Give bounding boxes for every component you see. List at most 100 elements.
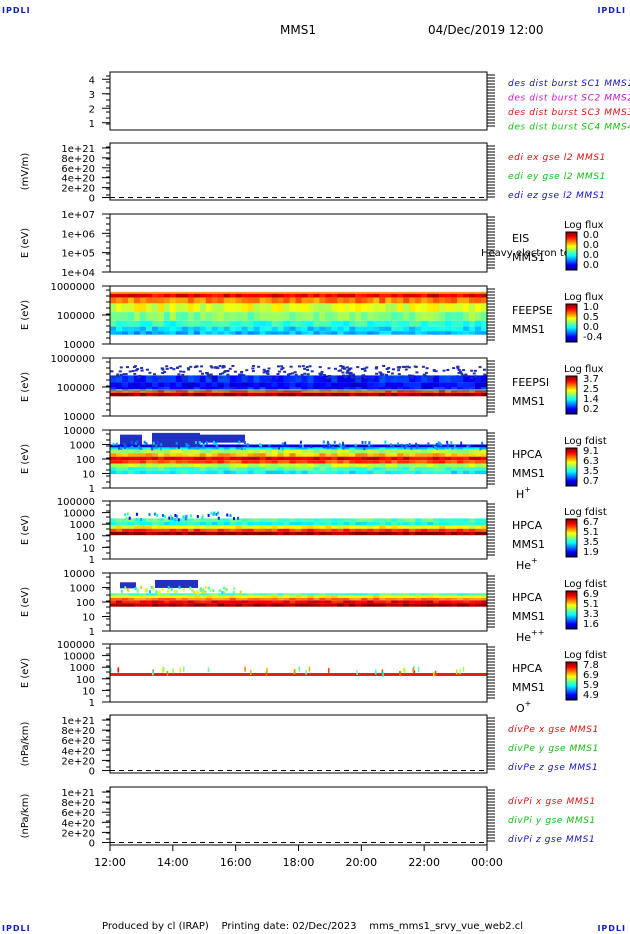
spectrogram-speck: [340, 444, 343, 448]
spectrogram-cell: [463, 595, 470, 598]
spectrogram-speck: [459, 669, 461, 675]
x-tick-label: 18:00: [283, 856, 315, 869]
colorbar-segment: [566, 268, 577, 270]
spectrogram-speck: [431, 375, 435, 378]
spectrogram-cell: [277, 449, 284, 454]
spectrogram-speck: [123, 443, 126, 447]
spectrogram-cell: [241, 467, 249, 471]
spectrogram-cell: [403, 597, 410, 601]
spectrogram-cell: [163, 320, 171, 327]
spectrogram-speck: [205, 441, 208, 445]
spectrogram-cell: [139, 525, 147, 529]
spectrogram-cell: [283, 390, 290, 393]
spectrogram-cell: [193, 521, 201, 526]
spectrogram-speck: [345, 374, 349, 377]
spectrogram-cell: [481, 603, 488, 607]
spectrogram-cell: [133, 531, 141, 536]
spectrogram-cell: [259, 387, 266, 390]
spectrogram-cell: [409, 320, 416, 327]
spectrogram-cell: [181, 531, 189, 536]
colorbar-segment: [566, 523, 577, 525]
spectrogram-cell: [343, 389, 350, 391]
spectrogram-cell: [301, 525, 308, 529]
colorbar-segment: [566, 337, 577, 339]
spectrogram-cell: [331, 447, 338, 450]
spectrogram-cell: [361, 331, 368, 335]
spectrogram-cell: [133, 447, 141, 450]
spectrogram-cell: [427, 297, 434, 304]
spectrogram-speck: [165, 367, 169, 370]
colorbar-frame: [565, 518, 578, 558]
y-axis-label: (nPa/km): [20, 722, 31, 767]
colorbar-segment: [566, 251, 577, 253]
spectrogram-cell: [403, 449, 410, 454]
spectrogram-cell: [253, 326, 260, 332]
spectrogram-cell: [229, 392, 237, 397]
spectrogram-cell: [289, 597, 296, 601]
spectrogram-cell: [439, 467, 446, 471]
spectrogram-cell: [289, 463, 296, 468]
spectrogram-cell: [337, 463, 344, 468]
spectrogram-cell: [397, 390, 404, 393]
spectrogram-cell: [223, 375, 231, 383]
spectrogram-cell: [223, 392, 231, 397]
spectrogram-cell: [187, 392, 195, 397]
spectrogram-cell: [307, 293, 314, 298]
spectrogram-speck: [381, 373, 385, 376]
spectrogram-cell: [433, 595, 440, 598]
spectrogram-speck: [410, 446, 413, 450]
y-tick-label: 2e+20: [61, 756, 95, 767]
spectrogram-cell: [277, 303, 284, 313]
colorbar-segment: [566, 376, 577, 378]
spectrogram-cell: [313, 392, 320, 397]
spectrogram-speck: [442, 369, 446, 372]
spectrogram-cell: [211, 456, 219, 461]
spectrogram-speck: [226, 513, 229, 517]
spectrogram-cell: [331, 293, 338, 298]
spectrogram-cell: [355, 387, 362, 390]
spectrogram-cell: [133, 320, 141, 327]
spectrogram-cell: [475, 390, 482, 393]
spectrogram-cell: [110, 531, 117, 536]
spectrogram-speck: [134, 586, 137, 590]
spectrogram-speck: [399, 671, 402, 677]
spectrogram-cell: [307, 521, 314, 526]
spectrogram-speck: [215, 513, 218, 516]
spectrogram-cell: [397, 303, 404, 313]
spectrogram-cell: [421, 320, 428, 327]
colorbar-segment: [566, 401, 577, 403]
x-tick-label: 20:00: [345, 856, 377, 869]
spectrogram-speck: [167, 585, 170, 589]
spectrogram-cell: [469, 463, 476, 468]
spectrogram-cell: [133, 297, 141, 304]
spectrogram-cell: [169, 303, 177, 313]
spectrogram-cell: [277, 525, 284, 529]
spectrogram-cell: [229, 293, 237, 298]
spectrogram-cell: [331, 331, 338, 335]
spectrogram-cell: [301, 593, 308, 596]
spectrogram-cell: [427, 453, 434, 457]
spectrogram-cell: [343, 460, 350, 464]
spectrogram-cell: [439, 453, 446, 457]
spectrogram-cell: [373, 382, 380, 387]
spectrogram-cell: [445, 390, 452, 393]
spectrogram-cell: [116, 593, 123, 596]
spectrogram-cell: [319, 392, 326, 397]
spectrogram-cell: [397, 467, 404, 471]
spectrogram-cell: [217, 382, 225, 387]
spectrogram-cell: [151, 390, 159, 393]
spectrogram-cell: [475, 597, 482, 601]
spectrogram-cell: [241, 456, 249, 461]
spectrogram-speck: [473, 369, 477, 372]
spectrogram-speck: [298, 365, 301, 368]
spectrogram-cell: [277, 326, 284, 332]
spectrogram-cell: [379, 470, 386, 475]
spectrogram-cell: [128, 470, 135, 475]
spectrogram-cell: [427, 600, 434, 604]
spectrogram-cell: [199, 518, 207, 522]
spectrogram-cell: [283, 392, 290, 397]
spectrogram-cell: [128, 389, 135, 391]
spectrogram-cell: [205, 312, 213, 321]
spectrogram-cell: [116, 382, 123, 387]
spectrogram-cell: [169, 456, 177, 461]
